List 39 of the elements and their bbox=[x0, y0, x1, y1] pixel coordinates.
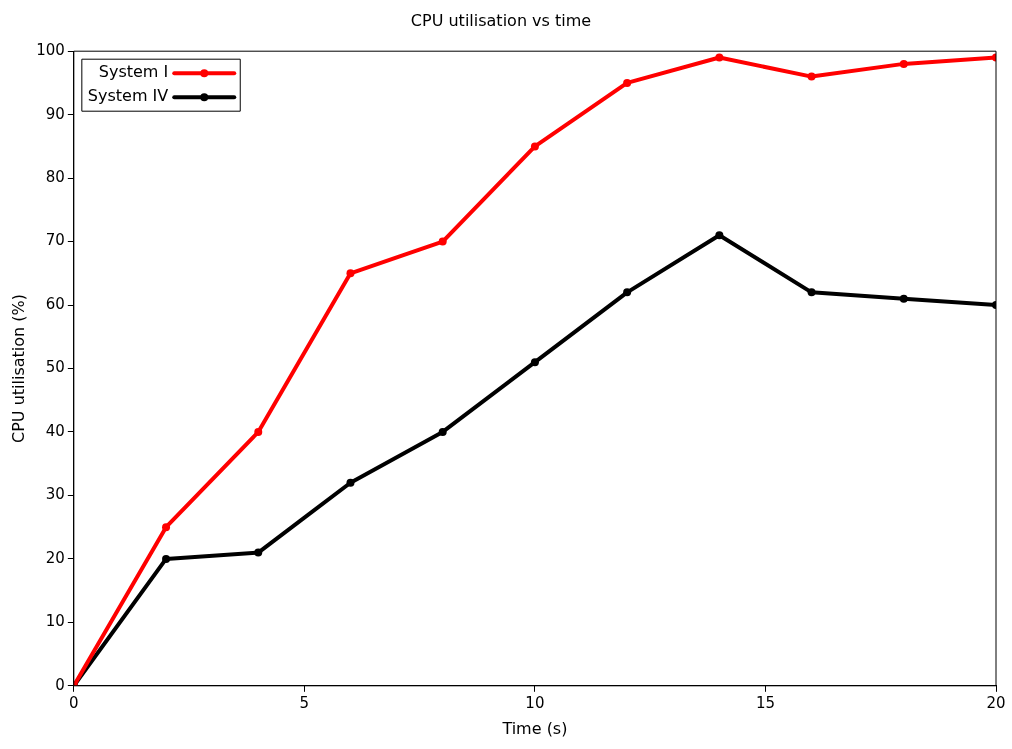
x-tick-label: 15 bbox=[755, 693, 775, 712]
point bbox=[254, 427, 263, 436]
x-tick-label: 0 bbox=[69, 693, 79, 712]
y-tick-label: 10 bbox=[45, 612, 65, 631]
x-axis-title: Time (s) bbox=[501, 718, 568, 738]
point bbox=[899, 294, 908, 303]
y-tick-label: 40 bbox=[45, 421, 65, 440]
y-tick-label: 70 bbox=[45, 231, 65, 250]
x-tick-label: 20 bbox=[986, 693, 1006, 712]
point bbox=[530, 358, 539, 367]
point bbox=[162, 523, 171, 532]
point bbox=[623, 78, 632, 87]
point bbox=[807, 288, 816, 297]
x-tick-label: 5 bbox=[299, 693, 310, 712]
point bbox=[254, 548, 263, 557]
y-tick-label: 50 bbox=[45, 358, 65, 377]
legend-label: System IV bbox=[87, 86, 169, 106]
point bbox=[346, 269, 355, 278]
y-tick-label: 80 bbox=[45, 168, 65, 187]
chart-title: CPU utilisation vs time bbox=[410, 10, 592, 30]
point bbox=[807, 72, 816, 81]
y-tick-label: 90 bbox=[45, 104, 65, 123]
legend-label: System I bbox=[98, 62, 169, 82]
point bbox=[346, 478, 355, 487]
point bbox=[438, 427, 447, 436]
point bbox=[438, 237, 447, 246]
point bbox=[715, 53, 724, 62]
y-tick-label: 30 bbox=[45, 485, 65, 504]
y-tick-label: 100 bbox=[36, 41, 65, 60]
point bbox=[162, 554, 171, 563]
point bbox=[899, 59, 908, 68]
point bbox=[715, 231, 724, 240]
x-tick-label: 10 bbox=[525, 693, 545, 712]
y-tick-label: 20 bbox=[45, 548, 65, 567]
point bbox=[623, 288, 632, 297]
y-axis-title: CPU utilisation (%) bbox=[8, 294, 28, 443]
point bbox=[530, 142, 539, 151]
y-tick-label: 60 bbox=[45, 294, 65, 313]
y-tick-label: 0 bbox=[55, 675, 65, 694]
